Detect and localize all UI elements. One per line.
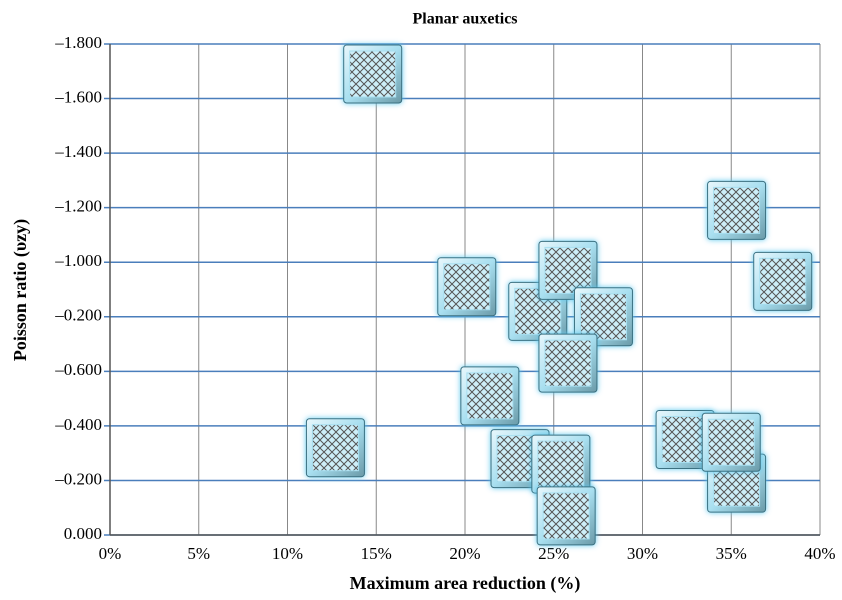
marker [349,50,397,98]
marker [311,424,359,472]
x-tick-label: 5% [187,544,210,563]
y-tick-label: 0.000 [64,524,102,543]
y-tick-label: –1.600 [54,87,102,106]
x-tick-label: 25% [538,544,569,563]
x-tick-label: 10% [272,544,303,563]
y-tick-label: –0.200 [54,469,102,488]
marker [544,339,592,387]
x-tick-label: 30% [627,544,658,563]
x-tick-label: 0% [99,544,122,563]
x-axis-title: Maximum area reduction (%) [350,573,581,594]
marker [661,416,709,464]
x-tick-label: 35% [716,544,747,563]
y-tick-label: –1.000 [54,251,102,270]
x-tick-label: 20% [449,544,480,563]
y-tick-label: –1.400 [54,142,102,161]
marker [542,492,590,540]
marker [713,186,761,234]
chart-title: Planar auxetics [412,11,517,28]
y-axis-title: Poisson ratio (υzy) [10,219,31,361]
marker [579,293,627,341]
marker [544,246,592,294]
y-tick-label: –1.200 [54,197,102,216]
y-tick-label: –0.200 [54,306,102,325]
y-tick-label: –0.400 [54,415,102,434]
y-tick-label: –1.800 [54,33,102,52]
x-tick-label: 40% [804,544,835,563]
marker [537,440,585,488]
marker [466,372,514,420]
x-tick-label: 15% [361,544,392,563]
marker [759,257,807,305]
y-tick-label: –0.600 [54,360,102,379]
marker [443,263,491,311]
marker [707,418,755,466]
